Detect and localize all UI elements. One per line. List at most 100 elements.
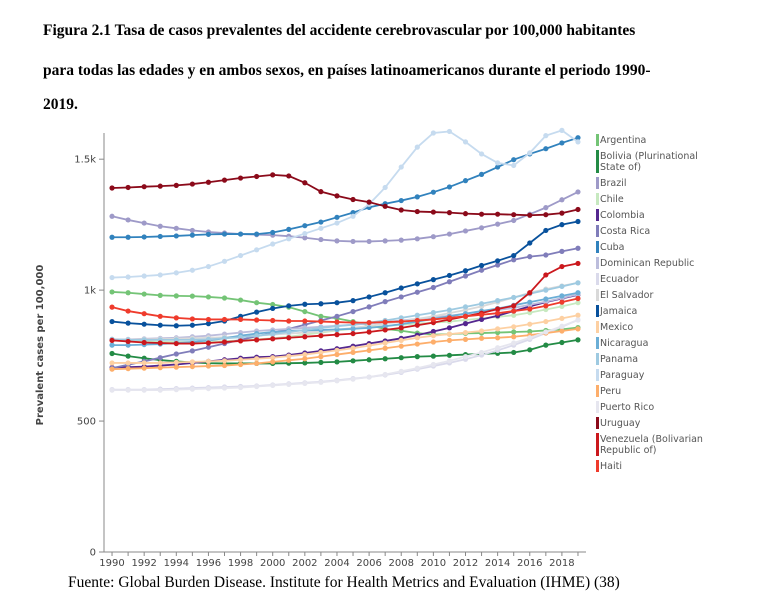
data-point <box>366 325 372 331</box>
data-point <box>254 247 260 253</box>
data-point <box>575 260 581 267</box>
legend-label: Jamaica <box>599 306 637 317</box>
data-point <box>575 337 581 343</box>
data-point <box>430 339 436 345</box>
data-point <box>575 317 581 323</box>
legend-item[interactable]: Dominican Republic <box>596 257 694 269</box>
data-point <box>414 322 420 328</box>
series-peru <box>109 326 581 372</box>
data-point <box>141 321 147 327</box>
legend-item[interactable]: Ecuador <box>596 273 639 285</box>
legend-item[interactable]: Nicaragua <box>596 337 648 349</box>
data-point <box>495 310 501 316</box>
data-point <box>334 214 340 220</box>
data-point <box>398 237 404 243</box>
data-point <box>350 308 356 315</box>
data-point <box>334 319 340 325</box>
data-point <box>366 304 372 310</box>
data-point <box>462 321 469 327</box>
legend-item[interactable]: Panama <box>596 353 638 365</box>
data-point <box>478 262 485 269</box>
series-cuba <box>109 135 581 240</box>
legend-item[interactable]: Puerto Rico <box>596 401 654 413</box>
y-axis-label: Prevalent cases per 100,000 <box>35 265 46 426</box>
legend-item[interactable]: Paraguay <box>596 369 645 381</box>
legend-item[interactable]: Costa Rica <box>596 225 650 237</box>
data-point <box>205 316 212 323</box>
data-point <box>318 333 324 339</box>
data-point <box>478 267 485 273</box>
series-line <box>112 293 579 369</box>
legend-swatch <box>596 289 599 301</box>
data-point <box>302 380 308 386</box>
x-tick-label: 2004 <box>324 558 349 569</box>
data-point <box>398 294 404 300</box>
data-point <box>254 173 260 180</box>
legend-item[interactable]: Chile <box>596 193 624 205</box>
data-point <box>189 348 195 354</box>
data-point <box>543 252 549 258</box>
data-point <box>495 262 501 268</box>
series-line <box>112 319 579 392</box>
data-point <box>125 353 131 359</box>
data-point <box>414 317 420 324</box>
data-point <box>189 340 195 347</box>
data-point <box>382 290 388 296</box>
data-point <box>109 350 115 357</box>
data-point <box>446 279 453 285</box>
data-point <box>430 361 436 368</box>
data-point <box>575 280 581 286</box>
data-point <box>205 231 212 237</box>
data-point <box>382 203 388 209</box>
data-point <box>173 351 179 357</box>
data-point <box>414 144 420 150</box>
x-tick-label: 1990 <box>99 558 124 569</box>
data-point <box>527 310 533 316</box>
data-point <box>173 182 179 188</box>
data-point <box>559 248 565 254</box>
data-point <box>575 290 581 296</box>
legend-item[interactable]: Uruguay <box>596 417 641 429</box>
series-line <box>112 314 579 364</box>
legend-label: Dominican Republic <box>600 258 694 269</box>
legend-item[interactable]: Peru <box>596 385 621 397</box>
data-point <box>302 360 308 366</box>
x-tick-label: 1992 <box>131 558 156 569</box>
legend-item[interactable]: Colombia <box>596 209 645 221</box>
data-point <box>109 366 115 372</box>
data-point <box>270 359 276 365</box>
legend-item[interactable]: Mexico <box>596 321 633 333</box>
legend-item[interactable]: Brazil <box>596 177 627 189</box>
data-point <box>189 227 195 234</box>
data-point <box>350 196 356 203</box>
data-point <box>205 358 212 364</box>
data-point <box>543 212 549 218</box>
data-point <box>318 359 324 366</box>
data-point <box>462 336 469 342</box>
series-line <box>112 327 579 371</box>
y-tick-label: 500 <box>77 417 96 428</box>
legend-item[interactable]: Haiti <box>596 460 622 472</box>
y-tick-label: 0 <box>90 548 96 559</box>
legend-label: Chile <box>600 194 624 205</box>
data-point <box>495 211 501 217</box>
data-point <box>543 318 549 325</box>
data-point <box>495 335 501 341</box>
legend-item[interactable]: El Salvador <box>596 289 653 301</box>
data-point <box>414 208 420 215</box>
legend-swatch <box>596 337 599 349</box>
legend-item[interactable]: Cuba <box>596 241 625 253</box>
series-line <box>111 247 579 370</box>
legend-label: Costa Rica <box>600 226 650 237</box>
x-tick-label: 2000 <box>260 558 285 569</box>
data-point <box>141 311 147 317</box>
data-point <box>559 197 565 203</box>
legend-item[interactable]: Argentina <box>596 134 646 146</box>
legend-item[interactable]: Jamaica <box>596 305 637 317</box>
data-point <box>575 206 581 213</box>
data-point <box>173 233 179 239</box>
legend-label: Paraguay <box>600 370 645 381</box>
data-point <box>350 345 356 351</box>
